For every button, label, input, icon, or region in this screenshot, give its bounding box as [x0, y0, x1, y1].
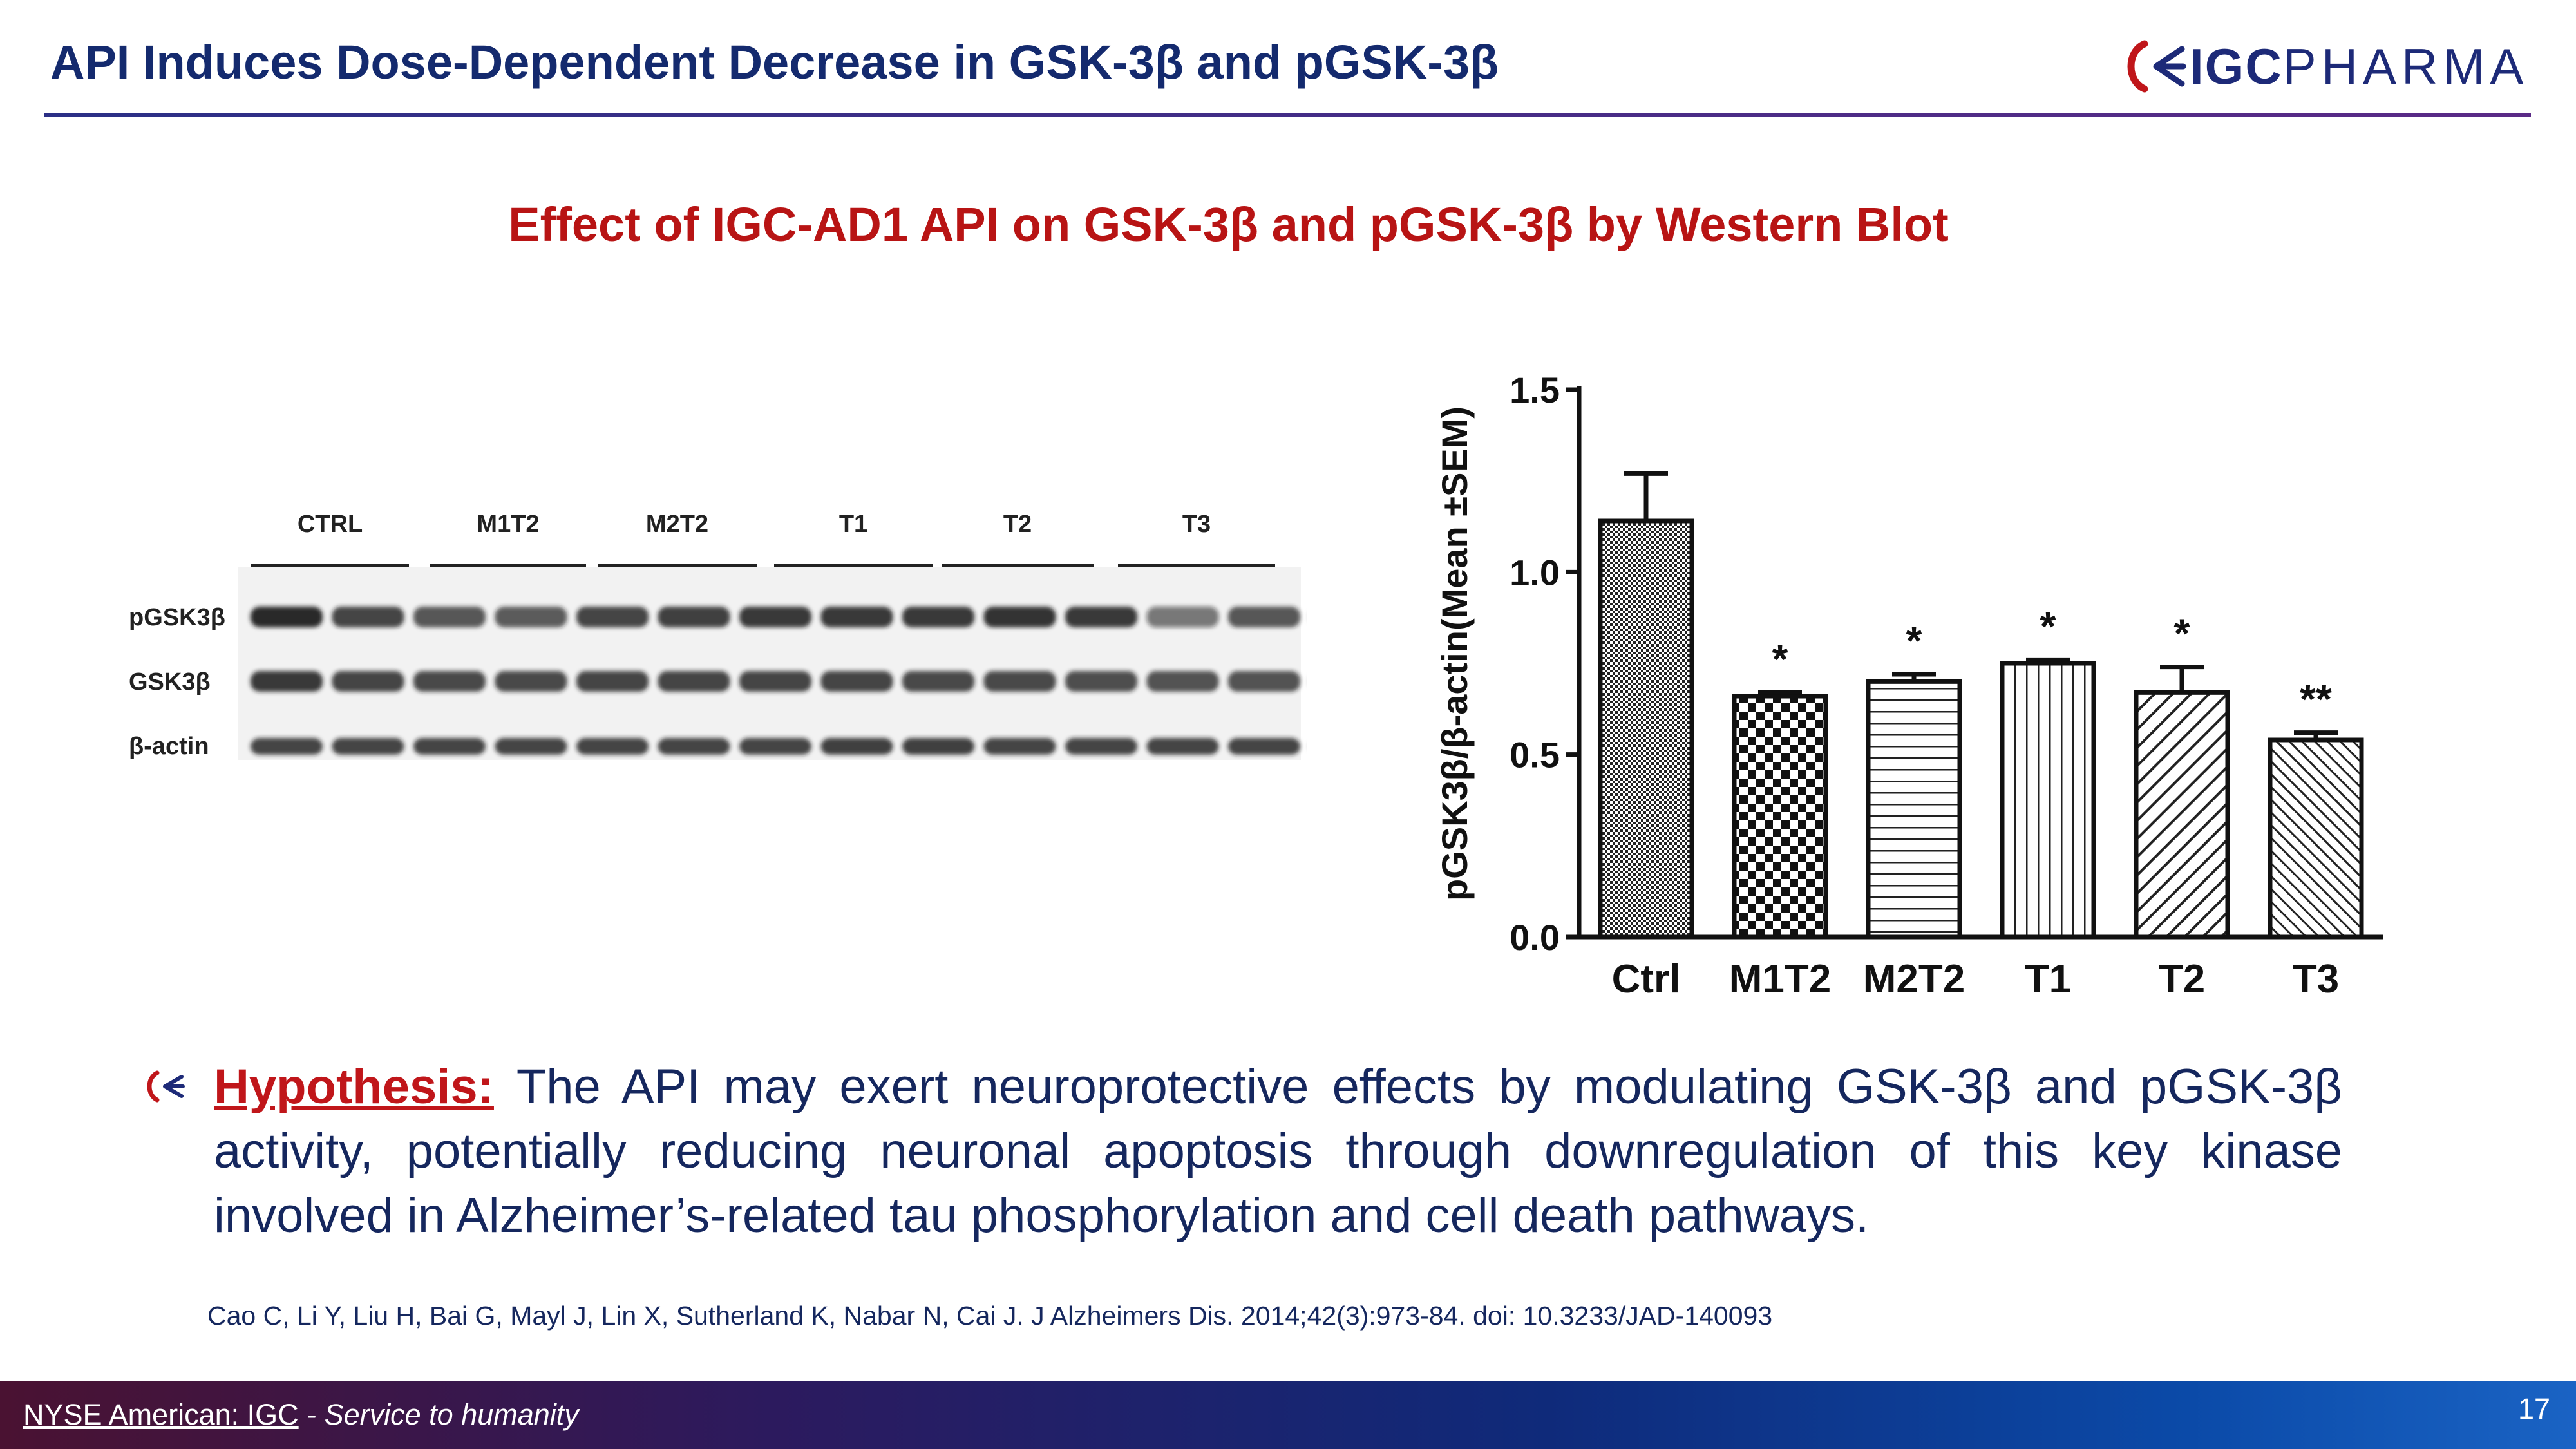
blot-band [576, 738, 649, 755]
blot-band [251, 738, 323, 755]
blot-band [332, 671, 404, 692]
x-tick-label: T1 [2025, 957, 2071, 1001]
significance-marker: ** [2300, 676, 2332, 723]
chart-subtitle: Effect of IGC-AD1 API on GSK-3β and pGSK… [508, 198, 1949, 251]
blot-band [1065, 671, 1137, 692]
footer-text: NYSE American: IGC - Service to humanity [23, 1398, 579, 1432]
blot-band [332, 738, 404, 755]
bar-chart: pGSK3β/β-actin(Mean ±SEM) 0.0 0.5 1.0 1.5 *… [1434, 370, 2383, 1001]
blot-band [983, 671, 1056, 692]
bar-ctrl [1598, 518, 1694, 940]
y-axis-label: pGSK3β/β-actin(Mean ±SEM) [1434, 406, 1475, 901]
blot-band [251, 607, 323, 627]
y-tick-label: 1.0 [1510, 552, 1560, 592]
bullet-wave-icon [147, 1070, 185, 1103]
blot-band [251, 671, 323, 692]
y-tick-label: 0.0 [1510, 917, 1560, 958]
blot-lane-label: M1T2 [477, 511, 539, 538]
blot-row-label: pGSK3β [129, 604, 225, 631]
blot-band [658, 738, 730, 755]
blot-band [576, 671, 649, 692]
bar-m2t2 [1866, 679, 1962, 940]
bar-m1t2 [1732, 694, 1828, 940]
x-tick-label: M2T2 [1863, 957, 1965, 1001]
blot-band [1065, 738, 1137, 755]
bar-t3 [2268, 737, 2364, 940]
logo-wordmark: IGCPHARMA [2190, 37, 2528, 96]
bar-t2 [2134, 690, 2230, 940]
x-tick-label: Ctrl [1612, 957, 1681, 1001]
logo-bold: IGC [2190, 37, 2283, 95]
x-tick-label: T3 [2293, 957, 2339, 1001]
blot-band [495, 607, 567, 627]
blot-band [576, 607, 649, 627]
blot-band [739, 607, 811, 627]
blot-band [902, 671, 974, 692]
significance-marker: * [2040, 603, 2056, 649]
citation: Cao C, Li Y, Liu H, Bai G, Mayl J, Lin X… [207, 1301, 1773, 1331]
blot-band [1228, 671, 1300, 692]
blot-band [820, 607, 893, 627]
blot-band [902, 738, 974, 755]
significance-marker: * [1906, 618, 1922, 664]
western-blot-image: CTRL M1T2 M2T2 T1 T2 T3 pGSK3β GSK3β β-actin [129, 511, 1301, 760]
footer-bar [0, 1381, 2576, 1449]
x-tick-label: M1T2 [1729, 957, 1831, 1001]
logo-light: PHARMA [2282, 37, 2529, 95]
blot-lane-label: T2 [1003, 511, 1032, 538]
x-tick-label: T2 [2159, 957, 2205, 1001]
title-divider [44, 113, 2531, 117]
blot-band [658, 607, 730, 627]
blot-lane-label: CTRL [298, 511, 363, 538]
hypothesis-text: Hypothesis: The API may exert neuroprote… [214, 1055, 2342, 1248]
blot-row-label: β-actin [129, 733, 209, 760]
blot-band [1065, 607, 1137, 627]
slide-title: API Induces Dose-Dependent Decrease in G… [50, 35, 1499, 89]
blot-band [820, 671, 893, 692]
blot-lane-label: M2T2 [646, 511, 708, 538]
blot-band [983, 738, 1056, 755]
blot-membrane [238, 567, 1301, 760]
y-tick-label: 1.5 [1510, 370, 1560, 410]
blot-band [820, 738, 893, 755]
blot-band [1146, 738, 1219, 755]
blot-band [658, 671, 730, 692]
blot-band [1228, 607, 1300, 627]
igc-wave-icon [2127, 40, 2186, 93]
blot-band [739, 671, 811, 692]
footer-tagline: - Service to humanity [298, 1398, 579, 1431]
blot-band [983, 607, 1056, 627]
hypothesis-label: Hypothesis: [214, 1059, 494, 1114]
y-tick-label: 0.5 [1510, 735, 1560, 775]
blot-band [739, 738, 811, 755]
blot-band [495, 738, 567, 755]
significance-marker: * [1772, 636, 1788, 682]
blot-band [413, 671, 486, 692]
blot-band [1146, 671, 1219, 692]
company-logo: IGCPHARMA [2119, 37, 2528, 95]
blot-row-label: GSK3β [129, 668, 211, 696]
blot-lane-label: T3 [1182, 511, 1211, 538]
blot-lane-label: T1 [839, 511, 867, 538]
hypothesis-body: The API may exert neuroprotective effect… [214, 1059, 2342, 1243]
blot-band [902, 607, 974, 627]
page-number: 17 [2517, 1392, 2550, 1425]
blot-band [332, 607, 404, 627]
bar-t1 [2000, 661, 2096, 940]
blot-band [495, 671, 567, 692]
blot-band [1146, 607, 1219, 627]
significance-marker: * [2174, 611, 2190, 657]
blot-band [413, 607, 486, 627]
blot-band [1228, 738, 1300, 755]
exchange-link[interactable]: NYSE American: IGC [23, 1398, 299, 1431]
blot-band [413, 738, 486, 755]
